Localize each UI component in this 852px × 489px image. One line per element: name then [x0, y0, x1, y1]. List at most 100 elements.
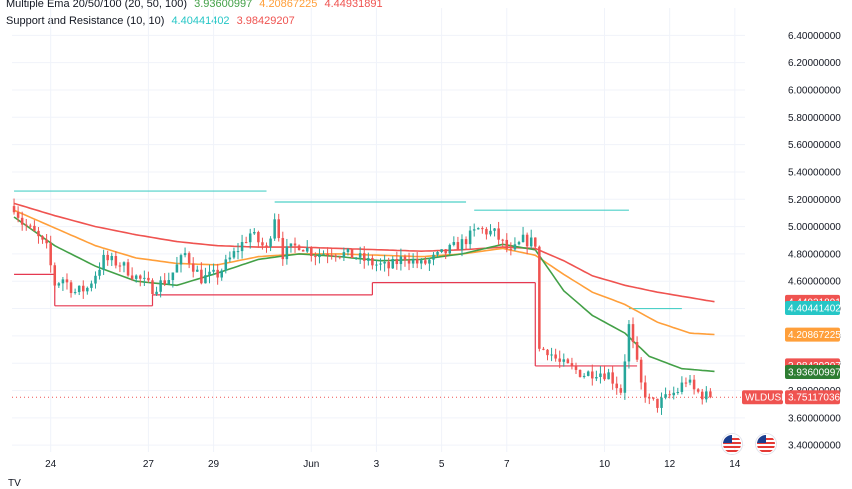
tradingview-logo[interactable]: TV [8, 478, 21, 489]
candle [106, 250, 109, 266]
price-badge-value: 3.93600997 [788, 367, 841, 378]
candle-body [102, 254, 105, 270]
candle [676, 387, 680, 395]
candle-body [660, 397, 663, 408]
candle [574, 362, 578, 374]
candle [139, 274, 142, 287]
candle [468, 226, 472, 249]
candle-body [305, 247, 309, 252]
candle [24, 218, 28, 231]
candle [57, 282, 61, 288]
x-tick-label: 14 [729, 459, 741, 470]
candle-body [700, 391, 704, 400]
candle [448, 243, 452, 256]
grid [12, 8, 745, 452]
candle-body [550, 354, 553, 356]
candle-body [574, 365, 578, 370]
candle-body [69, 282, 73, 294]
candle-body [200, 269, 203, 284]
candle [371, 254, 374, 270]
candle-body [631, 324, 635, 342]
candle [187, 251, 191, 269]
candle [375, 259, 378, 272]
candle-body [546, 349, 549, 356]
y-tick-label: 5.80000000 [788, 113, 841, 124]
us-flag-icon[interactable] [756, 434, 776, 454]
candle [277, 213, 280, 242]
candle [273, 213, 276, 241]
candle-body [350, 248, 354, 259]
candle-body [611, 372, 614, 384]
candle-body [61, 279, 65, 284]
candle-body [318, 254, 321, 258]
candle-body [179, 255, 183, 265]
ema50-value: 4.20867225 [259, 0, 318, 10]
candle [228, 251, 232, 263]
candle-body [481, 228, 484, 230]
candle [37, 227, 40, 244]
candle [358, 246, 362, 264]
y-tick-label: 5.20000000 [788, 195, 841, 206]
candle-body [53, 265, 57, 286]
candle [643, 375, 647, 403]
candle [623, 354, 627, 400]
price-badge: 3.93600997 [785, 364, 841, 379]
candle-body [346, 248, 350, 253]
candle-body [432, 254, 435, 260]
candle-body [171, 272, 175, 281]
candle [232, 247, 236, 260]
candle [419, 258, 423, 270]
candle-body [244, 242, 248, 244]
x-tick-label: 24 [45, 459, 57, 470]
candle-body [326, 253, 329, 256]
candle-body [334, 255, 338, 257]
candle [134, 274, 138, 283]
y-axis[interactable]: 6.40000000 6.20000000 6.00000000 5.80000000… [788, 31, 841, 452]
candle-body [265, 245, 268, 247]
candle [595, 370, 598, 382]
candle-body [240, 242, 244, 252]
candle [627, 320, 631, 369]
candle [147, 271, 150, 283]
candle-body [399, 256, 403, 265]
candle [350, 248, 354, 259]
ema20-line [13, 216, 715, 373]
candle-body [656, 398, 659, 408]
candle [314, 252, 317, 266]
us-flag-icon[interactable] [722, 434, 742, 454]
candle [20, 211, 24, 231]
candle-body [460, 239, 464, 250]
candle [248, 228, 252, 249]
candle-body [285, 246, 289, 260]
candle [407, 252, 411, 271]
price-badge-value: 4.40441402 [788, 304, 841, 315]
candle [253, 228, 256, 235]
candle [86, 286, 89, 295]
candle [102, 249, 105, 276]
sr-lines [12, 190, 745, 398]
candle [505, 233, 509, 253]
candle [692, 374, 696, 395]
candle [167, 272, 171, 286]
y-tick-label: 6.00000000 [788, 85, 841, 96]
candle [289, 243, 293, 253]
candle-body [159, 280, 162, 292]
candle-body [253, 232, 256, 234]
candle [424, 257, 427, 266]
candle [322, 250, 325, 255]
candle [244, 236, 248, 244]
candle-body [709, 391, 712, 398]
candle [326, 247, 329, 264]
y-tick-label: 3.40000000 [788, 441, 841, 452]
candle-body [163, 280, 166, 285]
candle-body [542, 348, 545, 350]
candle [159, 276, 162, 298]
candle [73, 288, 77, 295]
candle-body [33, 225, 36, 231]
candle-body [635, 341, 639, 360]
candle-body [558, 358, 561, 362]
x-axis[interactable]: 24 27 29 Jun 3 5 7 10 12 14 [45, 459, 741, 470]
candle [12, 198, 16, 215]
candle-body [562, 359, 566, 362]
